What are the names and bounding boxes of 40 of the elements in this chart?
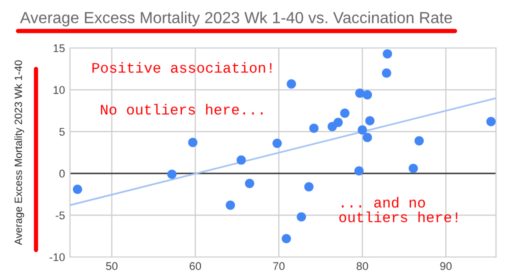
point [309, 124, 319, 133]
y-tick-label: -5 [56, 212, 65, 220]
point [236, 155, 246, 165]
point [282, 234, 291, 244]
point [382, 68, 392, 78]
y-tick-label: 10 [54, 86, 65, 94]
point [362, 132, 372, 142]
y-axis-title: Average Excess Mortality 2023 Wk 1-40 [14, 60, 24, 246]
x-tick-label: 60 [190, 262, 202, 270]
point [414, 136, 424, 146]
annotation: Positive association! [92, 62, 272, 73]
point [296, 212, 306, 222]
point [382, 49, 392, 59]
point [362, 90, 372, 100]
y-tick-label: 5 [59, 128, 65, 136]
y-tick-label: 15 [54, 44, 65, 52]
annotation: No outliers here... [100, 104, 263, 115]
point [286, 79, 296, 89]
point [244, 178, 254, 188]
point [167, 170, 177, 179]
point [408, 164, 418, 174]
x-tick-label: 50 [106, 262, 118, 270]
point [188, 138, 198, 148]
point [72, 184, 82, 194]
point [358, 125, 368, 135]
point [272, 138, 282, 148]
y-tick-label: 0 [59, 170, 65, 178]
annotation: ... and no outliers here! [339, 196, 458, 222]
point [486, 116, 496, 126]
point [354, 166, 364, 176]
point [333, 118, 343, 128]
y-tick-label: -10 [50, 253, 65, 262]
x-tick-label: 90 [440, 262, 452, 270]
chart-title: Average Excess Mortality 2023 Wk 1-40 vs. Vaccination Rate [20, 12, 452, 26]
x-tick-label: 70 [273, 262, 285, 270]
point [365, 116, 375, 126]
point [304, 182, 314, 192]
point [340, 108, 350, 118]
x-tick-label: 80 [356, 262, 368, 270]
point [226, 200, 236, 210]
